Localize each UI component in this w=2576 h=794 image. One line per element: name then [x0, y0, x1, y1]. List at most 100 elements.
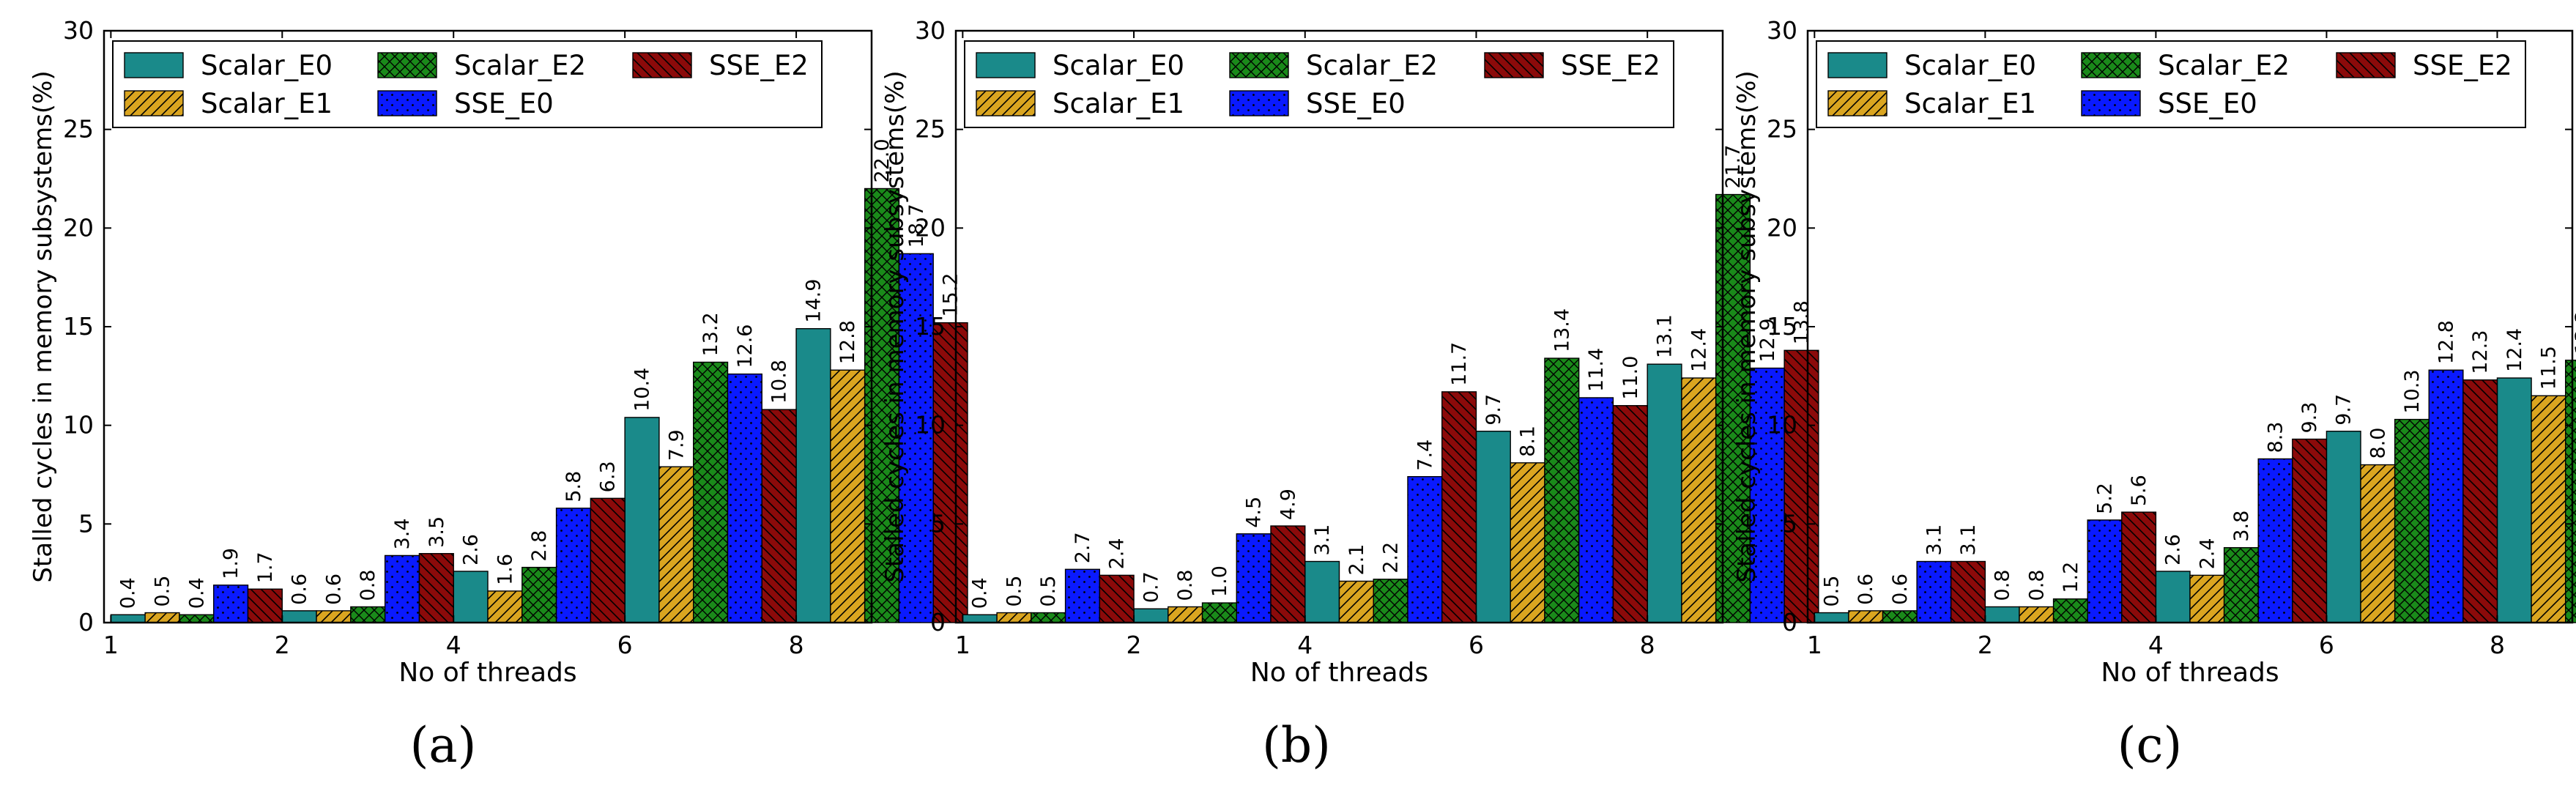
y-tick-label: 20: [63, 213, 94, 242]
x-tick-label: 2: [275, 631, 290, 659]
y-axis-label: Stalled cycles in memory subsystems(%): [1732, 70, 1762, 582]
y-tick-label: 15: [915, 312, 946, 341]
data-label: 0.6: [1855, 574, 1877, 605]
panel-caption: (b): [1262, 717, 1331, 773]
bar-hatch: [2258, 459, 2293, 623]
data-label: 12.3: [2469, 330, 2492, 374]
data-label: 3.1: [1311, 524, 1334, 556]
data-label: 2.6: [2162, 534, 2185, 565]
bar-hatch: [385, 555, 420, 623]
bar-hatch: [1407, 476, 1442, 623]
legend-item-scalar-e0: Scalar_E0: [976, 50, 1184, 81]
bar-scalar-e0-8: [795, 327, 831, 623]
bar-hatch: [2224, 547, 2259, 623]
legend-label: SSE_E0: [1306, 88, 1406, 119]
data-label: 0.8: [357, 570, 379, 601]
bar-hatch: [179, 615, 214, 623]
x-tick-label: 2: [1978, 631, 1993, 659]
data-label: 2.7: [1072, 532, 1094, 563]
data-label: 2.6: [460, 534, 483, 565]
bar-hatch: [2121, 512, 2156, 623]
bar-scalar-e0-4: [2155, 571, 2191, 623]
data-label: 1.6: [494, 554, 516, 585]
data-label: 21.7: [1722, 144, 1745, 188]
bar-scalar-e0-6: [1475, 431, 1511, 623]
data-label: 13.8: [1791, 300, 1814, 344]
data-label: 12.9: [1756, 318, 1779, 362]
legend-label: SSE_E0: [2158, 88, 2257, 119]
bar-hatch: [2087, 519, 2122, 623]
bar-hatch: [1882, 610, 1918, 623]
legend-label: SSE_E0: [454, 88, 554, 119]
legend-box: [112, 40, 823, 128]
bar-hatch: [2462, 379, 2498, 623]
bar-hatch: [2019, 606, 2054, 623]
y-tick-label: 0: [78, 608, 94, 637]
data-label: 12.4: [2503, 328, 2526, 372]
data-label: 13.2: [699, 312, 722, 356]
data-label: 0.6: [322, 574, 345, 605]
legend-item-scalar-e0: Scalar_E0: [124, 50, 333, 81]
data-label: 0.7: [1140, 571, 1162, 603]
data-label: 2.4: [1106, 538, 1129, 569]
legend-label: Scalar_E0: [1053, 50, 1184, 81]
y-tick-label: 15: [1767, 312, 1797, 341]
legend-label: Scalar_E1: [1904, 88, 2036, 119]
legend-label: Scalar_E1: [201, 88, 333, 119]
data-label: 11.4: [1585, 348, 1608, 392]
bar-hatch: [864, 188, 899, 623]
bar-hatch: [762, 409, 797, 623]
legend-swatch-hatch: [2082, 53, 2140, 78]
legend-item-scalar-e2: Scalar_E2: [1229, 50, 1438, 81]
y-tick-label: 5: [1782, 509, 1797, 538]
legend-label: Scalar_E2: [1306, 50, 1438, 81]
bar-hatch: [2565, 360, 2576, 623]
data-label: 1.0: [1209, 565, 1231, 597]
data-label: 22.0: [871, 138, 894, 182]
legend-swatch-hatch: [633, 53, 691, 78]
y-tick-label: 20: [915, 213, 946, 242]
data-label: 0.5: [1037, 576, 1060, 607]
legend-item-sse-e2: SSE_E2: [632, 50, 809, 81]
legend-swatch-hatch: [976, 91, 1035, 116]
legend-box: [964, 40, 1674, 128]
bar-scalar-e0-1: [110, 614, 146, 623]
data-label: 10.4: [631, 368, 654, 412]
bar-hatch: [556, 508, 591, 623]
data-label: 0.5: [1821, 576, 1844, 607]
legend-label: Scalar_E1: [1053, 88, 1184, 119]
data-label: 3.5: [426, 516, 448, 548]
legend-item-scalar-e1: Scalar_E1: [976, 88, 1184, 119]
bar-scalar-e0-1: [962, 614, 998, 623]
legend-label: Scalar_E2: [454, 50, 586, 81]
bar-hatch: [1950, 561, 1986, 623]
data-label: 2.4: [2196, 538, 2219, 569]
bar-hatch: [899, 253, 934, 623]
legend-swatch: [976, 52, 1036, 78]
x-tick-label: 6: [2319, 631, 2334, 659]
bar-hatch: [933, 322, 968, 623]
bar-hatch: [521, 567, 557, 623]
bar-scalar-e0-1: [1814, 612, 1849, 623]
bar-hatch: [1339, 581, 1374, 623]
bar-scalar-e0-2: [1984, 606, 2020, 623]
legend-item-scalar-e0: Scalar_E0: [1827, 50, 2036, 81]
y-tick-label: 30: [915, 16, 946, 45]
y-tick-label: 5: [930, 509, 946, 538]
y-tick-label: 5: [78, 509, 94, 538]
bar-hatch: [2429, 370, 2463, 623]
legend-swatch: [124, 52, 184, 78]
data-label: 0.6: [1889, 574, 1912, 605]
data-label: 9.3: [2298, 402, 2321, 434]
data-label: 13.3: [2572, 311, 2576, 355]
y-tick-label: 10: [1767, 411, 1797, 439]
legend-item-sse-e0: SSE_E0: [1229, 88, 1406, 119]
data-label: 6.3: [597, 461, 620, 492]
bar-hatch: [1168, 606, 1203, 623]
legend: Scalar_E0 Scalar_E1 Scalar_E2 SSE_E0 SSE_E2: [112, 40, 823, 128]
data-label: 5.8: [563, 471, 585, 502]
y-tick-label: 10: [63, 411, 94, 439]
data-label: 1.2: [2060, 562, 2082, 593]
legend-swatch: [1827, 52, 1888, 78]
data-label: 3.1: [1957, 524, 1980, 556]
